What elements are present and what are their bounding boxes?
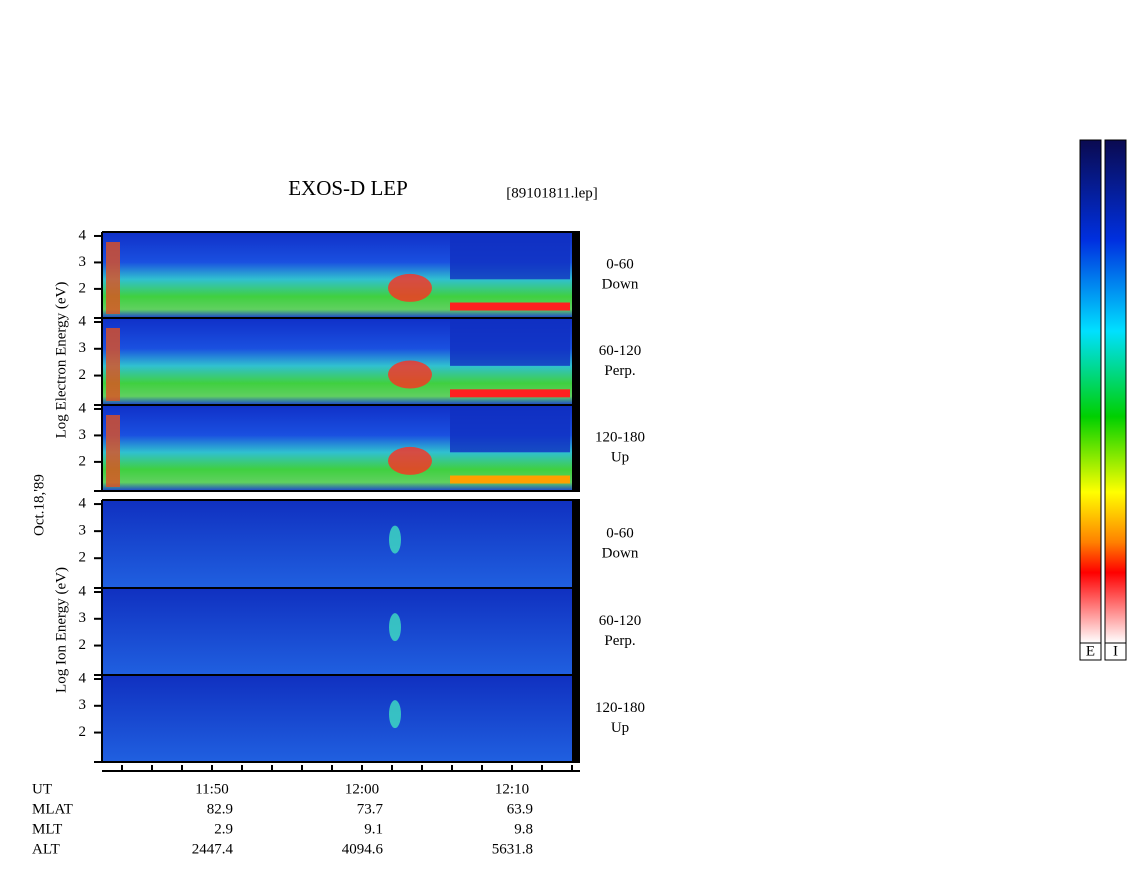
angle-label: 0-60 <box>606 525 634 541</box>
spectrogram-feature <box>450 405 570 453</box>
colorbar-label: E <box>1086 643 1095 659</box>
angle-label: 120-180 <box>595 429 645 445</box>
y-tick-label: 3 <box>79 523 87 539</box>
colorbar <box>1079 139 1102 644</box>
spectrogram-feature <box>388 273 432 302</box>
spectrogram-feature <box>389 525 401 554</box>
x-tick-label: 12:00 <box>345 781 379 797</box>
y-tick-label: 2 <box>79 724 87 740</box>
y-tick-label: 4 <box>79 400 87 416</box>
colorbars <box>1079 139 1127 661</box>
ion-axis-label: Log Ion Energy (eV) <box>53 567 69 693</box>
spectrogram-feature <box>450 232 570 280</box>
angle-label: 60-120 <box>599 613 642 629</box>
angle-label: 0-60 <box>606 256 634 272</box>
direction-label: Perp. <box>604 363 635 379</box>
row-label: MLT <box>32 821 62 837</box>
spectrogram-feature <box>450 475 570 484</box>
filename: [89101811.lep] <box>506 185 598 201</box>
y-tick-label: 3 <box>79 254 87 270</box>
colorbar <box>1104 139 1127 644</box>
direction-label: Perp. <box>604 633 635 649</box>
row-value: 5631.8 <box>492 841 533 857</box>
spectrogram-feature <box>106 242 120 314</box>
colorbar-label-box <box>1104 642 1127 661</box>
y-tick-label: 4 <box>79 227 87 243</box>
y-tick-label: 2 <box>79 367 87 383</box>
y-tick-label: 3 <box>79 610 87 626</box>
spectrogram-feature <box>388 446 432 475</box>
x-tick-label: 12:10 <box>495 781 529 797</box>
spectrogram-feature <box>389 613 401 642</box>
row-value: 4094.6 <box>342 841 384 857</box>
spectrogram <box>102 588 572 675</box>
row-value: 2447.4 <box>192 841 234 857</box>
spectrogram-feature <box>450 318 570 366</box>
y-tick-label: 4 <box>79 495 87 511</box>
spectrogram-feature <box>389 700 401 729</box>
y-tick-label: 2 <box>79 453 87 469</box>
spectrogram <box>102 500 572 588</box>
direction-label: Down <box>602 545 639 561</box>
date-label: Oct.18,'89 <box>31 474 47 536</box>
colorbar-label: I <box>1113 643 1118 659</box>
row-value: 9.8 <box>514 821 533 837</box>
title: EXOS-D LEP <box>288 176 408 200</box>
electron-axis-label: Log Electron Energy (eV) <box>53 282 69 439</box>
panel-edge <box>572 405 580 491</box>
y-tick-label: 4 <box>79 670 87 686</box>
row-value: 73.7 <box>357 801 384 817</box>
panel-edge <box>572 318 580 405</box>
y-tick-label: 4 <box>79 313 87 329</box>
row-label: MLAT <box>32 801 73 817</box>
colorbar-label-box <box>1079 642 1102 661</box>
y-tick-label: 2 <box>79 637 87 653</box>
x-tick-label: 11:50 <box>195 781 229 797</box>
row-value: 82.9 <box>207 801 233 817</box>
row-value: 9.1 <box>364 821 383 837</box>
direction-label: Up <box>611 720 629 736</box>
panel-edge <box>572 500 580 588</box>
panel-edge <box>572 675 580 762</box>
row-label: UT <box>32 781 52 797</box>
y-tick-label: 4 <box>79 583 87 599</box>
row-value: 63.9 <box>507 801 533 817</box>
y-tick-label: 3 <box>79 697 87 713</box>
direction-label: Down <box>602 276 639 292</box>
panel-edge <box>572 588 580 675</box>
spectrogram-feature <box>450 302 570 311</box>
spectrogram-feature <box>388 360 432 389</box>
row-label: ALT <box>32 841 60 857</box>
angle-label: 120-180 <box>595 700 645 716</box>
panel-edge <box>572 232 580 318</box>
spectrogram <box>102 675 572 762</box>
row-value: 2.9 <box>214 821 233 837</box>
y-tick-label: 3 <box>79 340 87 356</box>
y-tick-label: 2 <box>79 280 87 296</box>
spectrogram-feature <box>106 415 120 487</box>
spectrogram-feature <box>450 389 570 398</box>
y-tick-label: 2 <box>79 550 87 566</box>
y-tick-label: 3 <box>79 427 87 443</box>
direction-label: Up <box>611 449 629 465</box>
angle-label: 60-120 <box>599 343 642 359</box>
spectrogram-feature <box>106 328 120 401</box>
